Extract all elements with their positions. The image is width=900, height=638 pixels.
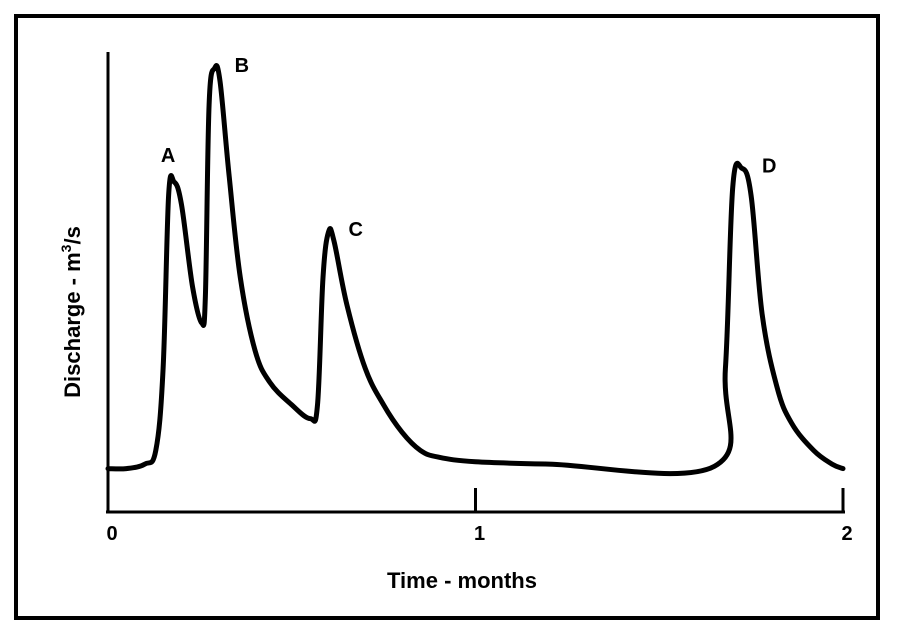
y-axis-title-main: Discharge - m [60, 252, 85, 398]
x-axis-title: Time - months [387, 568, 537, 593]
y-axis-title-unit: /s [60, 226, 85, 244]
axes [106, 52, 845, 514]
chart-frame [14, 14, 880, 620]
peak-label-b: B [235, 55, 249, 77]
peak-annotations: A B C D [161, 55, 776, 241]
x-tick-label: 0 [106, 523, 117, 545]
x-axis-ticks: 0 1 2 [106, 488, 853, 545]
y-axis-title: Discharge - m3/s [58, 226, 85, 398]
peak-label-c: C [349, 219, 363, 241]
x-tick-label: 2 [841, 523, 852, 545]
discharge-series-line [105, 63, 846, 477]
x-tick-label: 1 [474, 523, 485, 545]
peak-label-a: A [161, 145, 175, 167]
y-axis-title-superscript: 3 [58, 244, 74, 252]
peak-label-d: D [762, 155, 776, 177]
